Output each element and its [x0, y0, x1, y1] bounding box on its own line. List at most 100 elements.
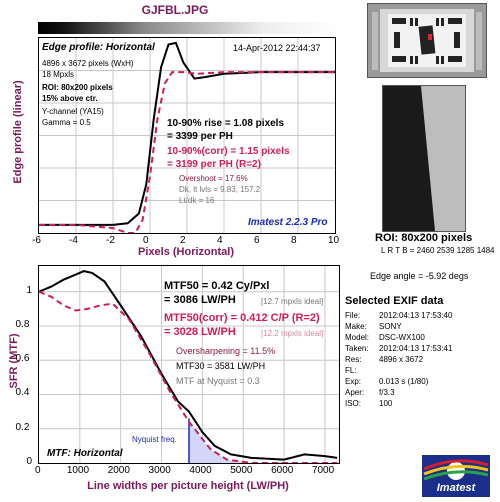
- roi-line1: ROI: 80x200 pixels: [42, 83, 113, 92]
- exif-row: Aper: f/3.3: [345, 388, 395, 397]
- exif-value: f/3.3: [379, 388, 395, 397]
- mtf-xtick-label: 4000: [189, 465, 212, 476]
- exif-row: ISO: 100: [345, 399, 392, 408]
- exif-value: DSC-WX100: [379, 333, 425, 342]
- imatest-version: Imatest 2.2.3 Pro: [248, 217, 328, 228]
- mtf-xtick-label: 3000: [148, 465, 171, 476]
- mtf-xtick-label: 2000: [107, 465, 130, 476]
- edge-gradient-strip: [38, 22, 338, 34]
- exif-value: 100: [379, 399, 393, 408]
- edge-xtick-label: 0: [143, 235, 149, 246]
- exif-row: FL:: [345, 366, 379, 375]
- exif-label: Exp:: [345, 377, 362, 386]
- exif-label: File:: [345, 311, 361, 320]
- exif-row: File: 2012:04:13 17:53:40: [345, 311, 452, 320]
- mtf-ytick-label: 0.4: [15, 387, 30, 399]
- exif-value: 2012:04:13 17:53:41: [379, 344, 453, 353]
- gamma: Gamma = 0.5: [42, 118, 91, 127]
- edge-profile-plot: [39, 38, 335, 233]
- mtf50-corr-ideal: [12.2 mpxls ideal]: [261, 329, 324, 338]
- mtf-xlabel: Line widths per picture height (LW/PH): [87, 480, 289, 492]
- exif-row: Taken: 2012:04:13 17:53:41: [345, 344, 452, 353]
- exif-label: ISO:: [345, 399, 362, 408]
- exif-label: Model:: [345, 333, 370, 342]
- edge-xtick-label: 4: [217, 235, 223, 246]
- mtf-ytick-label: 1: [26, 284, 33, 296]
- mtf-ytick-label: 0.2: [15, 421, 30, 433]
- exif-label: Res:: [345, 355, 362, 364]
- exif-value: 4896 x 3672: [379, 355, 424, 364]
- exif-row: Exp: 0.013 s (1/80): [345, 377, 428, 386]
- mtf-at-nyquist: MTF at Nyquist = 0.3: [176, 376, 260, 386]
- mtf50-ideal: [12.7 mpxls ideal]: [261, 297, 324, 306]
- nyquist-label: Nyquist freq.: [132, 435, 177, 444]
- dark-light-levels: Dk, lt lvls = 9.83, 157.2: [179, 185, 261, 194]
- mtf-xtick-label: 1000: [66, 465, 90, 476]
- exif-row: Make: SONY: [345, 322, 402, 331]
- target-thumbnail: [367, 3, 487, 78]
- mtf-xtick-label: 6000: [271, 465, 294, 476]
- exif-row: Res: 4896 x 3672: [345, 355, 423, 364]
- mtf30: MTF30 = 3581 LW/PH: [176, 361, 266, 371]
- mtf50-lw: = 3086 LW/PH: [164, 294, 236, 306]
- roi-coordinates: L R T B = 2460 2539 1285 1484: [381, 246, 495, 255]
- mtf-corrected-series-line: [39, 290, 338, 463]
- exif-label: Taken:: [345, 344, 369, 353]
- edge-xtick-label: 6: [254, 235, 260, 246]
- target-chart-image: [368, 4, 486, 77]
- edge-angle: Edge angle = -5.92 degs: [370, 271, 469, 281]
- logo-text: Imatest: [436, 482, 476, 494]
- exif-row: Model: DSC-WX100: [345, 333, 425, 342]
- exif-label: FL:: [345, 366, 357, 375]
- rise-line2: = 3399 per PH: [167, 131, 233, 142]
- edge-xtick-label: 8: [291, 235, 297, 246]
- roi-edge-image: [383, 86, 465, 231]
- file-title: GJFBL.JPG: [141, 3, 209, 17]
- roi-crop-image: [382, 85, 466, 232]
- edge-corrected-series-line: [39, 71, 335, 233]
- edge-xtick-label: 10: [328, 235, 340, 246]
- corr-line1: 10-90%(corr) = 1.15 pixels: [167, 146, 290, 157]
- mtf50-corr: MTF50(corr) = 0.412 C/P (R=2): [164, 312, 320, 324]
- edge-xtick-label: -4: [69, 235, 78, 246]
- edge-timestamp: 14-Apr-2012 22:44:37: [233, 43, 321, 53]
- channel: Y-channel (YA15): [42, 107, 104, 116]
- megapixels: 18 Mpxls: [42, 70, 75, 79]
- exif-value: SONY: [379, 322, 402, 331]
- edge-xtick-label: -2: [106, 235, 115, 246]
- exif-value: 2012:04:13 17:53:40: [379, 311, 453, 320]
- rise-line1: 10-90% rise = 1.08 pixels: [167, 118, 285, 129]
- mtf50: MTF50 = 0.42 Cy/Pxl: [164, 280, 270, 292]
- exif-value: 0.013 s (1/80): [379, 377, 429, 386]
- image-size: 4896 x 3672 pixels (WxH): [42, 59, 134, 68]
- edge-xlabel: Pixels (Horizontal): [138, 246, 234, 258]
- mtf-xtick-label: 5000: [230, 465, 253, 476]
- edge-ylabel: Edge profile (linear): [12, 80, 24, 184]
- exif-heading: Selected EXIF data: [345, 295, 444, 307]
- mtf-ytick-label: 0.6: [15, 353, 30, 365]
- edge-xtick-label: 2: [180, 235, 186, 246]
- edge-heading: Edge profile: Horizontal: [42, 42, 155, 53]
- roi-line2: 15% above ctr.: [42, 94, 98, 103]
- exif-label: Aper:: [345, 388, 365, 397]
- mtf-series-line: [39, 270, 338, 461]
- imatest-logo-graphic: [422, 455, 490, 497]
- edge-series-line: [39, 41, 335, 226]
- edge-profile-chart: Edge profile: Horizontal 14-Apr-2012 22:…: [38, 37, 336, 234]
- mtf-ytick-label: 0: [26, 456, 33, 467]
- corr-line2: = 3199 per PH (R=2): [167, 159, 261, 170]
- exif-label: Make:: [345, 322, 367, 331]
- mtf-plot: [39, 266, 339, 463]
- mtf-xtick-label: 0: [35, 465, 41, 476]
- oversharpening: Oversharpening = 11.5%: [176, 346, 276, 356]
- mtf50-corr-lw: = 3028 LW/PH: [164, 326, 236, 338]
- imatest-logo: Imatest: [422, 455, 490, 497]
- roi-caption: ROI: 80x200 pixels: [375, 232, 473, 244]
- mtf-heading: MTF: Horizontal: [47, 448, 123, 459]
- overshoot: Overshoot = 17.6%: [179, 174, 248, 183]
- mtf-ytick-label: 0.8: [15, 318, 30, 330]
- mtf-xtick-label: 7000: [311, 465, 335, 476]
- nyquist-shaded-region: [189, 421, 339, 463]
- edge-xtick-label: -6: [32, 235, 41, 246]
- light-dark-ratio: Lt/dk = 16: [179, 196, 215, 205]
